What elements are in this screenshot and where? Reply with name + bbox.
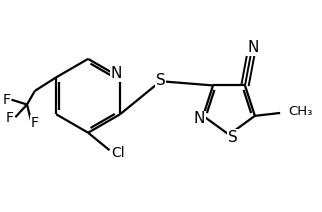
Text: F: F xyxy=(2,93,10,107)
Text: S: S xyxy=(156,73,166,88)
Text: F: F xyxy=(5,111,14,125)
Text: F: F xyxy=(30,116,38,130)
Text: Cl: Cl xyxy=(111,146,125,160)
Text: N: N xyxy=(194,111,205,126)
Text: N: N xyxy=(247,40,259,55)
Text: CH₃: CH₃ xyxy=(288,105,312,117)
Text: S: S xyxy=(228,130,238,145)
Text: N: N xyxy=(110,66,122,81)
